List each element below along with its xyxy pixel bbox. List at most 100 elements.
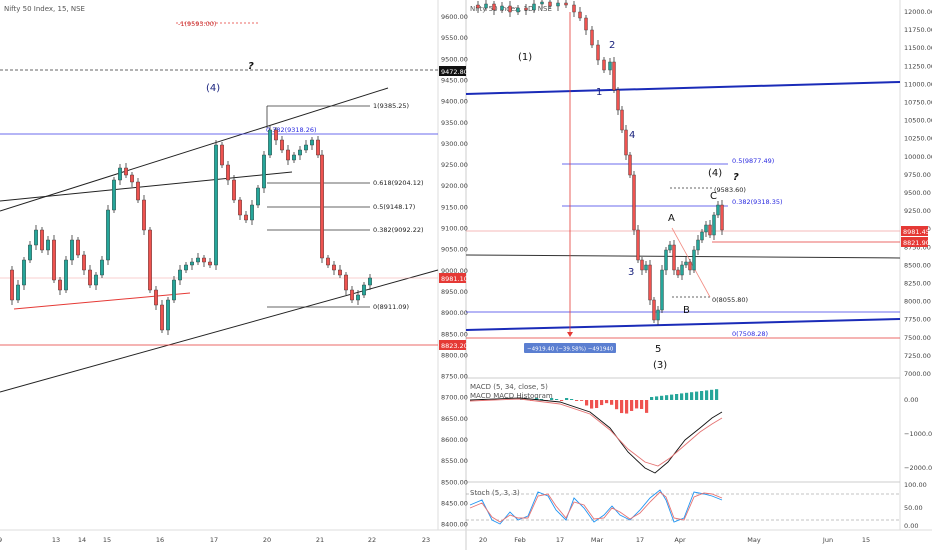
macd-histogram-bar	[715, 389, 719, 400]
right-candle	[668, 244, 672, 251]
macd-histogram-bar	[650, 397, 654, 400]
macd-histogram-bar	[565, 398, 569, 400]
right-candle	[596, 44, 600, 61]
black-horizontal-line	[465, 254, 901, 259]
left-y-tick: 9400.00	[441, 98, 468, 106]
right-candle	[704, 224, 708, 233]
fib-label-neg1: -1(9593.00)	[178, 20, 216, 28]
left-y-tick: 9350.00	[441, 119, 468, 127]
right-x-tick: May	[747, 536, 761, 544]
macd-histogram-bar	[640, 400, 644, 409]
right-candle	[556, 2, 560, 7]
left-candle	[22, 259, 26, 286]
left-candle	[94, 274, 98, 286]
wave-label-question: ?	[248, 61, 254, 72]
left-candle	[184, 264, 188, 271]
left-y-tick: 8650.00	[441, 415, 468, 423]
wave-label-5: 5	[655, 344, 661, 355]
left-x-tick: 17	[210, 536, 218, 544]
blue-trendline-upper	[465, 81, 901, 95]
wave-label-4: 4	[629, 130, 635, 141]
left-candle	[190, 261, 194, 266]
right-candle	[616, 89, 620, 111]
right-candle	[578, 11, 582, 19]
left-x-tick: 22	[368, 536, 376, 544]
channel-mid-line	[0, 171, 293, 202]
left-x-tick: 21	[316, 536, 324, 544]
right-candle	[648, 264, 652, 301]
left-x-tick: 20	[263, 536, 271, 544]
macd-histogram-bar	[615, 400, 619, 410]
stoch-y-tick: 50.00	[904, 504, 923, 512]
macd-y-tick: 0.00	[904, 396, 918, 404]
wave-label-2: 2	[609, 40, 615, 51]
left-y-tick: 9150.00	[441, 203, 468, 211]
macd-histogram-bar	[665, 395, 669, 400]
left-x-tick: 14	[78, 536, 86, 544]
right-y-tick: 9500.00	[904, 189, 931, 197]
right-candle	[612, 61, 616, 91]
left-candle	[316, 139, 320, 156]
fib-label-05: 0.5(9148.17)	[373, 203, 415, 211]
left-y-tick: 8550.00	[441, 457, 468, 465]
right-candle	[680, 264, 684, 276]
left-candle	[256, 187, 260, 206]
price-tag-low-text: 8823.20	[441, 342, 468, 350]
left-candle	[52, 239, 56, 281]
left-y-tick: 8500.00	[441, 478, 468, 486]
macd-histogram-bar	[645, 400, 649, 413]
right-candle	[696, 239, 700, 251]
left-candle	[298, 149, 302, 156]
wave-label-C: C	[710, 191, 717, 202]
wave-label-A: A	[668, 213, 675, 224]
right-x-axis: 20 Feb 17 Mar 17 Apr May Jun 15	[479, 536, 870, 544]
macd-histogram-bar	[600, 400, 604, 406]
left-candle	[46, 239, 50, 251]
macd-histogram-bar	[580, 400, 584, 401]
left-candle	[286, 149, 290, 161]
macd-histogram-bar	[675, 394, 679, 400]
right-y-tick: 7000.00	[904, 370, 931, 378]
right-candle	[656, 309, 660, 321]
right-y-tick: 10500.00	[904, 117, 932, 125]
right-y-tick: 9750.00	[904, 171, 931, 179]
red-trend-line	[13, 292, 191, 310]
macd-histogram-bar	[590, 400, 594, 409]
left-candle	[356, 294, 360, 301]
left-candle	[160, 304, 164, 331]
left-candle	[112, 179, 116, 211]
left-candle	[362, 284, 366, 296]
stoch-y-axis: 100.00 50.00 0.00	[904, 481, 927, 530]
right-y-tick: 7250.00	[904, 352, 931, 360]
price-tag-black-text: 9472.80	[441, 68, 468, 76]
left-candle	[130, 174, 134, 183]
left-y-tick: 8400.00	[441, 521, 468, 529]
macd-histogram-bar	[620, 400, 624, 414]
right-candle	[712, 214, 716, 236]
left-candle	[326, 257, 330, 266]
right-candle	[500, 5, 504, 11]
left-x-tick: 15	[103, 536, 111, 544]
right-candle	[476, 4, 480, 9]
r-price-tag-8821	[901, 237, 928, 247]
fib-label-0382: 0.382(9092.22)	[373, 226, 424, 234]
right-candle	[672, 244, 676, 271]
left-candle	[118, 167, 122, 181]
right-candle	[628, 154, 632, 176]
macd-y-axis: 0.00 −1000.00 −2000.00	[904, 396, 932, 472]
left-candle	[268, 129, 272, 156]
right-x-tick: 17	[636, 536, 644, 544]
right-candle	[636, 229, 640, 261]
right-y-axis: 12000.00 11750.00 11500.00 11250.00 11000.00…	[904, 8, 932, 378]
left-y-tick: 8600.00	[441, 436, 468, 444]
right-candle	[572, 4, 576, 13]
macd-y-tick: −1000.00	[904, 430, 932, 438]
fib-label-0: 0(8911.09)	[373, 303, 409, 311]
fib-label-0382-blue: 0.382(9318.26)	[266, 126, 317, 134]
right-y-tick: 7750.00	[904, 316, 931, 324]
left-candle	[100, 259, 104, 276]
left-candle	[344, 274, 348, 291]
fib-label-0618: 0.618(9204.12)	[373, 179, 424, 187]
right-candle	[608, 61, 612, 71]
